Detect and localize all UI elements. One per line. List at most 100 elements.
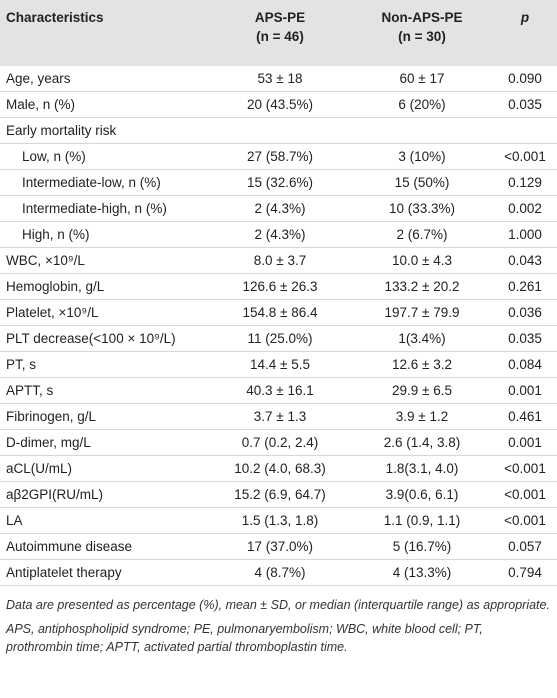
value-cell: 154.8 ± 86.4 [209, 299, 351, 326]
value-cell: 15.2 (6.9, 64.7) [209, 481, 351, 508]
row-label: Hemoglobin, g/L [0, 273, 209, 300]
value-cell: <0.001 [493, 143, 557, 170]
value-cell: 133.2 ± 20.2 [351, 273, 493, 300]
value-cell: 11 (25.0%) [209, 325, 351, 352]
value-cell: <0.001 [493, 481, 557, 508]
table-row: Intermediate-low, n (%) 15 (32.6%) 15 (50%… [0, 169, 557, 196]
table-header: Characteristics APS-PE (n = 46) Non-APS-PE (… [0, 0, 557, 66]
header-row: Characteristics APS-PE (n = 46) Non-APS-PE (… [0, 0, 557, 66]
table-row: Fibrinogen, g/L 3.7 ± 1.3 3.9 ± 1.2 0.461 [0, 403, 557, 430]
header-text: (n = 30) [398, 29, 446, 44]
value-cell: 60 ± 17 [351, 66, 493, 92]
value-cell: 0.461 [493, 403, 557, 430]
value-cell: 5 (16.7%) [351, 533, 493, 560]
value-cell: 0.794 [493, 559, 557, 586]
footnotes: Data are presented as percentage (%), me… [0, 586, 557, 656]
table-row: PT, s 14.4 ± 5.5 12.6 ± 3.2 0.084 [0, 351, 557, 378]
value-cell: 0.090 [493, 66, 557, 92]
value-cell: 10.2 (4.0, 68.3) [209, 455, 351, 482]
table-row: Autoimmune disease 17 (37.0%) 5 (16.7%) 0.0… [0, 533, 557, 560]
value-cell: <0.001 [493, 507, 557, 534]
row-label: Low, n (%) [0, 143, 209, 170]
header-cell: Non-APS-PE (n = 30) [351, 0, 493, 66]
value-cell: 0.057 [493, 533, 557, 560]
group-row: Early mortality risk [0, 117, 557, 144]
table-row: D-dimer, mg/L 0.7 (0.2, 2.4) 2.6 (1.4, 3.8… [0, 429, 557, 456]
value-cell: 0.261 [493, 273, 557, 300]
value-cell: 14.4 ± 5.5 [209, 351, 351, 378]
row-label: WBC, ×10⁹/L [0, 247, 209, 274]
header-text: p [520, 10, 530, 25]
value-cell: 1.1 (0.9, 1.1) [351, 507, 493, 534]
value-cell: 0.036 [493, 299, 557, 326]
value-cell: 2 (4.3%) [209, 195, 351, 222]
table-row: Intermediate-high, n (%) 2 (4.3%) 10 (33.3… [0, 195, 557, 222]
value-cell: 15 (32.6%) [209, 169, 351, 196]
table-row: PLT decrease(<100 × 10⁹/L) 11 (25.0%) 1(3.… [0, 325, 557, 352]
value-cell: 0.129 [493, 169, 557, 196]
value-cell: 4 (8.7%) [209, 559, 351, 586]
table-row: aβ2GPI(RU/mL) 15.2 (6.9, 64.7) 3.9(0.6, 6.… [0, 481, 557, 508]
value-cell: 0.001 [493, 377, 557, 404]
value-cell: 10 (33.3%) [351, 195, 493, 222]
value-cell: 20 (43.5%) [209, 91, 351, 118]
row-label: Antiplatelet therapy [0, 559, 209, 586]
footnote: APS, antiphospholipid syndrome; PE, pulm… [6, 622, 483, 654]
data-table: Characteristics APS-PE (n = 46) Non-APS-PE (… [0, 0, 557, 586]
table-row: LA 1.5 (1.3, 1.8) 1.1 (0.9, 1.1) <0.001 [0, 507, 557, 534]
row-label: Intermediate-low, n (%) [0, 169, 209, 196]
value-cell: 0.001 [493, 429, 557, 456]
table-row: APTT, s 40.3 ± 16.1 29.9 ± 6.5 0.001 [0, 377, 557, 404]
table-row: Age, years 53 ± 18 60 ± 17 0.090 [0, 66, 557, 92]
row-label: Platelet, ×10⁹/L [0, 299, 209, 326]
row-label: LA [0, 507, 209, 534]
value-cell: 3 (10%) [351, 143, 493, 170]
header-cell: APS-PE (n = 46) [209, 0, 351, 66]
value-cell: 27 (58.7%) [209, 143, 351, 170]
value-cell: 3.9 ± 1.2 [351, 403, 493, 430]
table-row: WBC, ×10⁹/L 8.0 ± 3.7 10.0 ± 4.3 0.043 [0, 247, 557, 274]
value-cell: 0.084 [493, 351, 557, 378]
table-row: Hemoglobin, g/L 126.6 ± 26.3 133.2 ± 20.2 0… [0, 273, 557, 300]
value-cell: 29.9 ± 6.5 [351, 377, 493, 404]
value-cell: 15 (50%) [351, 169, 493, 196]
value-cell: 2.6 (1.4, 3.8) [351, 429, 493, 456]
header-text: APS-PE [254, 10, 306, 25]
value-cell: 12.6 ± 3.2 [351, 351, 493, 378]
group-label: Early mortality risk [0, 117, 557, 144]
value-cell: 1(3.4%) [351, 325, 493, 352]
row-label: PT, s [0, 351, 209, 378]
value-cell: 17 (37.0%) [209, 533, 351, 560]
value-cell: 3.7 ± 1.3 [209, 403, 351, 430]
table-body: Age, years 53 ± 18 60 ± 17 0.090 Male, n (%)… [0, 66, 557, 586]
value-cell: 0.7 (0.2, 2.4) [209, 429, 351, 456]
value-cell: 0.043 [493, 247, 557, 274]
row-label: PLT decrease(<100 × 10⁹/L) [0, 325, 209, 352]
table-row: High, n (%) 2 (4.3%) 2 (6.7%) 1.000 [0, 221, 557, 248]
row-label: Intermediate-high, n (%) [0, 195, 209, 222]
value-cell: 0.035 [493, 325, 557, 352]
value-cell: 4 (13.3%) [351, 559, 493, 586]
value-cell: 1.8(3.1, 4.0) [351, 455, 493, 482]
row-label: aβ2GPI(RU/mL) [0, 481, 209, 508]
value-cell: 2 (6.7%) [351, 221, 493, 248]
value-cell: 10.0 ± 4.3 [351, 247, 493, 274]
row-label: Male, n (%) [0, 91, 209, 118]
table-row: Antiplatelet therapy 4 (8.7%) 4 (13.3%) 0.7… [0, 559, 557, 586]
value-cell: <0.001 [493, 455, 557, 482]
header-text: (n = 46) [256, 29, 304, 44]
header-cell: Characteristics [0, 0, 209, 66]
row-label: Autoimmune disease [0, 533, 209, 560]
value-cell: 0.035 [493, 91, 557, 118]
row-label: Age, years [0, 66, 209, 92]
value-cell: 1.000 [493, 221, 557, 248]
row-label: aCL(U/mL) [0, 455, 209, 482]
row-label: Fibrinogen, g/L [0, 403, 209, 430]
value-cell: 8.0 ± 3.7 [209, 247, 351, 274]
value-cell: 40.3 ± 16.1 [209, 377, 351, 404]
row-label: High, n (%) [0, 221, 209, 248]
value-cell: 126.6 ± 26.3 [209, 273, 351, 300]
table-row: Male, n (%) 20 (43.5%) 6 (20%) 0.035 [0, 91, 557, 118]
value-cell: 6 (20%) [351, 91, 493, 118]
